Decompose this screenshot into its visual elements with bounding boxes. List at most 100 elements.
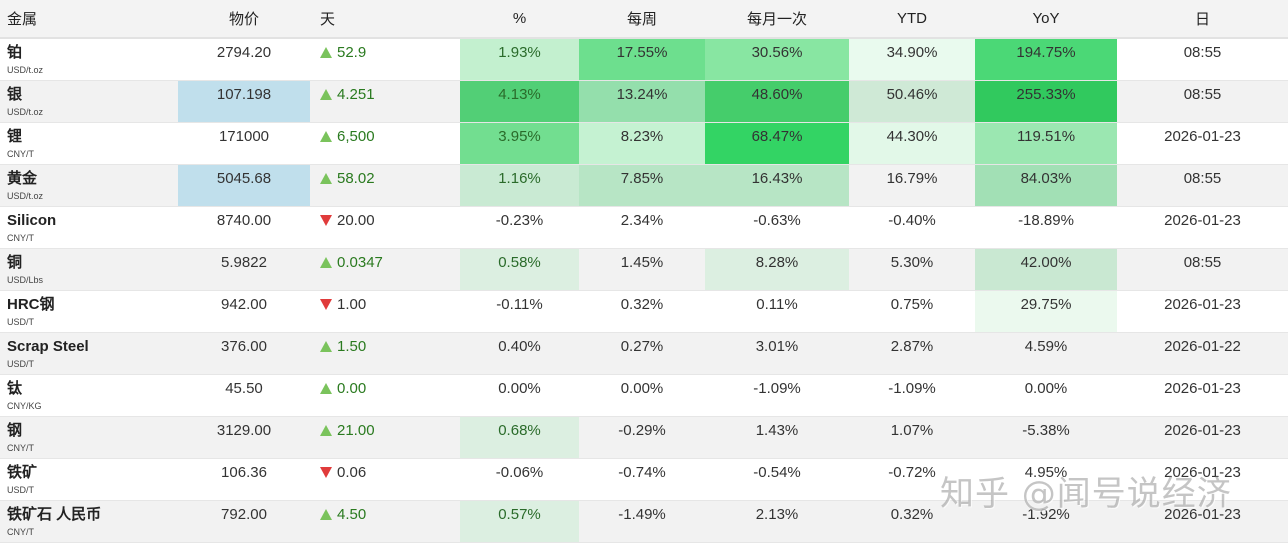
column-header-day[interactable]: 天: [310, 0, 460, 39]
table-row[interactable]: 黄金 USD/t.oz 5045.68 58.02 1.16% 7.85% 16…: [0, 164, 1288, 206]
weekly-value: 7.85%: [620, 169, 664, 187]
table-row[interactable]: Silicon CNY/T 8740.00 20.00 -0.23% 2.34%…: [0, 206, 1288, 248]
metal-name[interactable]: 锂: [7, 127, 23, 145]
price-cell: 376.00: [178, 332, 310, 374]
table-row[interactable]: 钢 CNY/T 3129.00 21.00 0.68% -0.29% 1.43%…: [0, 416, 1288, 458]
percent-cell: 0.40%: [460, 332, 579, 374]
table-row[interactable]: 铁矿石 人民币 CNY/T 792.00 4.50 0.57% -1.49% 2…: [0, 500, 1288, 542]
day-change-cell: 0.00: [310, 374, 460, 416]
metal-name[interactable]: 钛: [7, 379, 23, 397]
date-cell: 08:55: [1117, 38, 1288, 80]
monthly-cell: 48.60%: [705, 80, 849, 122]
weekly-cell: 0.32%: [579, 290, 705, 332]
price-cell: 2794.20: [178, 38, 310, 80]
metal-name-cell[interactable]: 锂 CNY/T: [0, 122, 178, 164]
table-row[interactable]: 铁矿 USD/T 106.36 0.06 -0.06% -0.74% -0.54…: [0, 458, 1288, 500]
metal-name-cell[interactable]: Silicon CNY/T: [0, 206, 178, 248]
metal-name[interactable]: 铜: [7, 253, 23, 271]
up-triangle-icon: [320, 130, 332, 142]
metal-name[interactable]: 铁矿: [7, 463, 38, 481]
monthly-value: 3.01%: [755, 337, 799, 355]
percent-value: 1.16%: [498, 169, 541, 187]
column-header-yoy[interactable]: YoY: [975, 0, 1117, 39]
percent-cell: 0.57%: [460, 500, 579, 542]
column-header-price[interactable]: 物价: [178, 0, 310, 39]
yoy-cell: -5.38%: [975, 416, 1117, 458]
table-body: 铂 USD/t.oz 2794.20 52.9 1.93% 17.55% 30.…: [0, 38, 1288, 542]
column-header-percent[interactable]: %: [460, 0, 579, 39]
yoy-value: 119.51%: [1016, 127, 1076, 145]
column-header-metal[interactable]: 金属: [0, 0, 178, 39]
metal-name[interactable]: 黄金: [7, 169, 38, 187]
price-cell: 8740.00: [178, 206, 310, 248]
metal-name-cell[interactable]: 铂 USD/t.oz: [0, 38, 178, 80]
metal-name[interactable]: 钢: [7, 421, 23, 439]
yoy-cell: 42.00%: [975, 248, 1117, 290]
percent-value: -0.23%: [495, 211, 544, 229]
monthly-cell: 3.01%: [705, 332, 849, 374]
weekly-cell: 7.85%: [579, 164, 705, 206]
table-row[interactable]: 铜 USD/Lbs 5.9822 0.0347 0.58% 1.45% 8.28…: [0, 248, 1288, 290]
percent-value: -0.06%: [495, 463, 544, 481]
metal-unit: USD/t.oz: [7, 65, 44, 75]
table-row[interactable]: 锂 CNY/T 171000 6,500 3.95% 8.23% 68.47% …: [0, 122, 1288, 164]
ytd-cell: -1.09%: [849, 374, 975, 416]
percent-value: 0.68%: [498, 421, 541, 439]
column-header-ytd[interactable]: YTD: [849, 0, 975, 39]
date-value: 2026-01-22: [1164, 337, 1241, 355]
metal-name-cell[interactable]: 钛 CNY/KG: [0, 374, 178, 416]
table-row[interactable]: 钛 CNY/KG 45.50 0.00 0.00% 0.00% -1.09% -…: [0, 374, 1288, 416]
ytd-value: -0.40%: [888, 211, 936, 229]
percent-value: 0.40%: [498, 337, 541, 355]
date-value: 2026-01-23: [1164, 421, 1241, 439]
metal-name[interactable]: Scrap Steel: [7, 337, 89, 355]
metal-name[interactable]: 铂: [7, 44, 23, 61]
table-row[interactable]: HRC钢 USD/T 942.00 1.00 -0.11% 0.32% 0.11…: [0, 290, 1288, 332]
metal-name-cell[interactable]: 铁矿 USD/T: [0, 458, 178, 500]
table-row[interactable]: 银 USD/t.oz 107.198 4.251 4.13% 13.24% 48…: [0, 80, 1288, 122]
day-change-cell: 21.00: [310, 416, 460, 458]
yoy-cell: 0.00%: [975, 374, 1117, 416]
percent-cell: 0.68%: [460, 416, 579, 458]
monthly-cell: -1.09%: [705, 374, 849, 416]
metal-name[interactable]: 铁矿石 人民币: [7, 505, 102, 523]
price-cell: 5.9822: [178, 248, 310, 290]
table-row[interactable]: Scrap Steel USD/T 376.00 1.50 0.40% 0.27…: [0, 332, 1288, 374]
column-header-weekly[interactable]: 每周: [579, 0, 705, 39]
monthly-cell: 16.43%: [705, 164, 849, 206]
day-change-value: 1.00: [337, 295, 367, 313]
yoy-cell: 4.95%: [975, 458, 1117, 500]
monthly-cell: -0.63%: [705, 206, 849, 248]
weekly-cell: 17.55%: [579, 38, 705, 80]
date-value: 08:55: [1183, 169, 1222, 187]
metal-name[interactable]: HRC钢: [7, 295, 55, 313]
yoy-value: -5.38%: [1022, 421, 1070, 439]
column-header-monthly[interactable]: 每月一次: [705, 0, 849, 39]
metal-name-cell[interactable]: 铜 USD/Lbs: [0, 248, 178, 290]
column-header-date[interactable]: 日: [1117, 0, 1288, 39]
metal-name-cell[interactable]: 铁矿石 人民币 CNY/T: [0, 500, 178, 542]
price-value: 942.00: [221, 295, 267, 313]
price-cell: 792.00: [178, 500, 310, 542]
percent-cell: -0.11%: [460, 290, 579, 332]
date-value: 2026-01-23: [1164, 127, 1241, 145]
weekly-cell: -1.49%: [579, 500, 705, 542]
monthly-value: 30.56%: [751, 44, 803, 61]
metal-name-cell[interactable]: 钢 CNY/T: [0, 416, 178, 458]
metal-unit: USD/t.oz: [7, 106, 44, 117]
metal-name[interactable]: Silicon: [7, 211, 57, 229]
ytd-cell: -0.72%: [849, 458, 975, 500]
metal-name-cell[interactable]: 黄金 USD/t.oz: [0, 164, 178, 206]
up-triangle-icon: [320, 88, 332, 100]
metal-name-cell[interactable]: HRC钢 USD/T: [0, 290, 178, 332]
metal-name[interactable]: 银: [7, 85, 23, 103]
metal-name-cell[interactable]: Scrap Steel USD/T: [0, 332, 178, 374]
price-cell: 3129.00: [178, 416, 310, 458]
monthly-value: 1.43%: [755, 421, 799, 439]
weekly-value: 0.27%: [620, 337, 664, 355]
percent-cell: 0.58%: [460, 248, 579, 290]
weekly-value: 1.45%: [620, 253, 664, 271]
ytd-cell: 50.46%: [849, 80, 975, 122]
metal-name-cell[interactable]: 银 USD/t.oz: [0, 80, 178, 122]
table-row[interactable]: 铂 USD/t.oz 2794.20 52.9 1.93% 17.55% 30.…: [0, 38, 1288, 80]
